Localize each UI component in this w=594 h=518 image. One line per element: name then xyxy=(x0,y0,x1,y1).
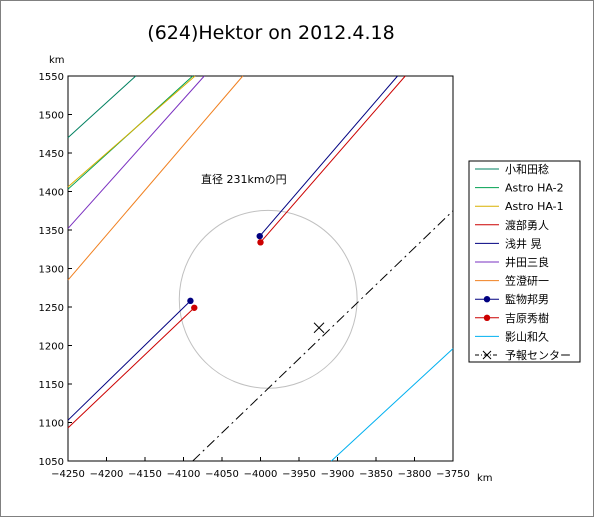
series-line xyxy=(259,75,398,237)
x-tick-label: −4000 xyxy=(244,469,278,480)
series-line xyxy=(331,348,454,462)
legend-label: 渡部勇人 xyxy=(505,218,549,232)
x-tick-label: −3950 xyxy=(282,469,316,480)
plot-area xyxy=(67,75,454,462)
x-axis-unit: km xyxy=(477,473,493,484)
legend-label: 浅井 晃 xyxy=(505,236,542,250)
x-tick-label: −4150 xyxy=(128,469,162,480)
x-tick-label: −4200 xyxy=(90,469,124,480)
circle-annotation: 直径 231kmの円 xyxy=(201,172,287,186)
series-line xyxy=(67,300,191,421)
x-tick-label: −4250 xyxy=(51,469,85,480)
x-tick-label: −4100 xyxy=(167,469,201,480)
series-line xyxy=(260,75,406,243)
y-tick-label: 1400 xyxy=(39,188,64,199)
y-tick-label: 1500 xyxy=(39,111,64,122)
legend-label: 笠澄研一 xyxy=(505,274,549,288)
series-line xyxy=(67,75,205,229)
x-tick-label: −3750 xyxy=(436,469,470,480)
legend-point-marker xyxy=(483,314,491,321)
x-tick-label: −3850 xyxy=(359,469,393,480)
series-line xyxy=(67,307,195,429)
y-tick-label: 1100 xyxy=(39,419,64,430)
event-point xyxy=(191,304,198,311)
event-point xyxy=(257,239,264,246)
legend-label: 予報センター xyxy=(505,349,571,362)
y-tick-label: 1450 xyxy=(39,149,64,160)
y-axis-unit: km xyxy=(49,55,65,66)
x-tick-label: −3900 xyxy=(321,469,355,480)
x-tick-label: −3800 xyxy=(398,469,432,480)
y-tick-label: 1050 xyxy=(39,457,64,468)
y-tick-label: 1200 xyxy=(39,342,64,353)
series-line xyxy=(192,210,454,462)
series-line xyxy=(67,75,196,188)
chart-title: (624)Hektor on 2012.4.18 xyxy=(147,22,394,44)
legend-x-marker xyxy=(482,350,492,360)
series-line xyxy=(67,75,137,138)
legend-label: 小和田稔 xyxy=(505,162,549,176)
legend-label: 井田三良 xyxy=(505,255,549,269)
x-tick-label: −4050 xyxy=(205,469,239,480)
axis-ticks: −4250 −4200 −4150 −4100 −4050 −4000 −3950 −3900… xyxy=(39,72,470,480)
legend-label: Astro HA-2 xyxy=(505,182,564,195)
y-tick-label: 1550 xyxy=(39,72,64,83)
event-point xyxy=(256,232,263,240)
legend-label: Astro HA-1 xyxy=(505,200,564,213)
legend-label: 吉原秀樹 xyxy=(505,312,549,325)
prediction-center-marker xyxy=(313,322,325,334)
y-tick-label: 1350 xyxy=(39,226,64,237)
legend-label: 影山和久 xyxy=(505,330,549,343)
legend-label: 監物邦男 xyxy=(505,292,549,306)
y-tick-label: 1250 xyxy=(39,303,64,314)
y-tick-label: 1150 xyxy=(39,380,64,391)
event-point xyxy=(187,297,194,305)
y-tick-label: 1300 xyxy=(39,265,64,276)
series-line xyxy=(67,75,244,281)
legend-point-marker xyxy=(483,296,491,303)
plot-marks xyxy=(67,75,454,462)
